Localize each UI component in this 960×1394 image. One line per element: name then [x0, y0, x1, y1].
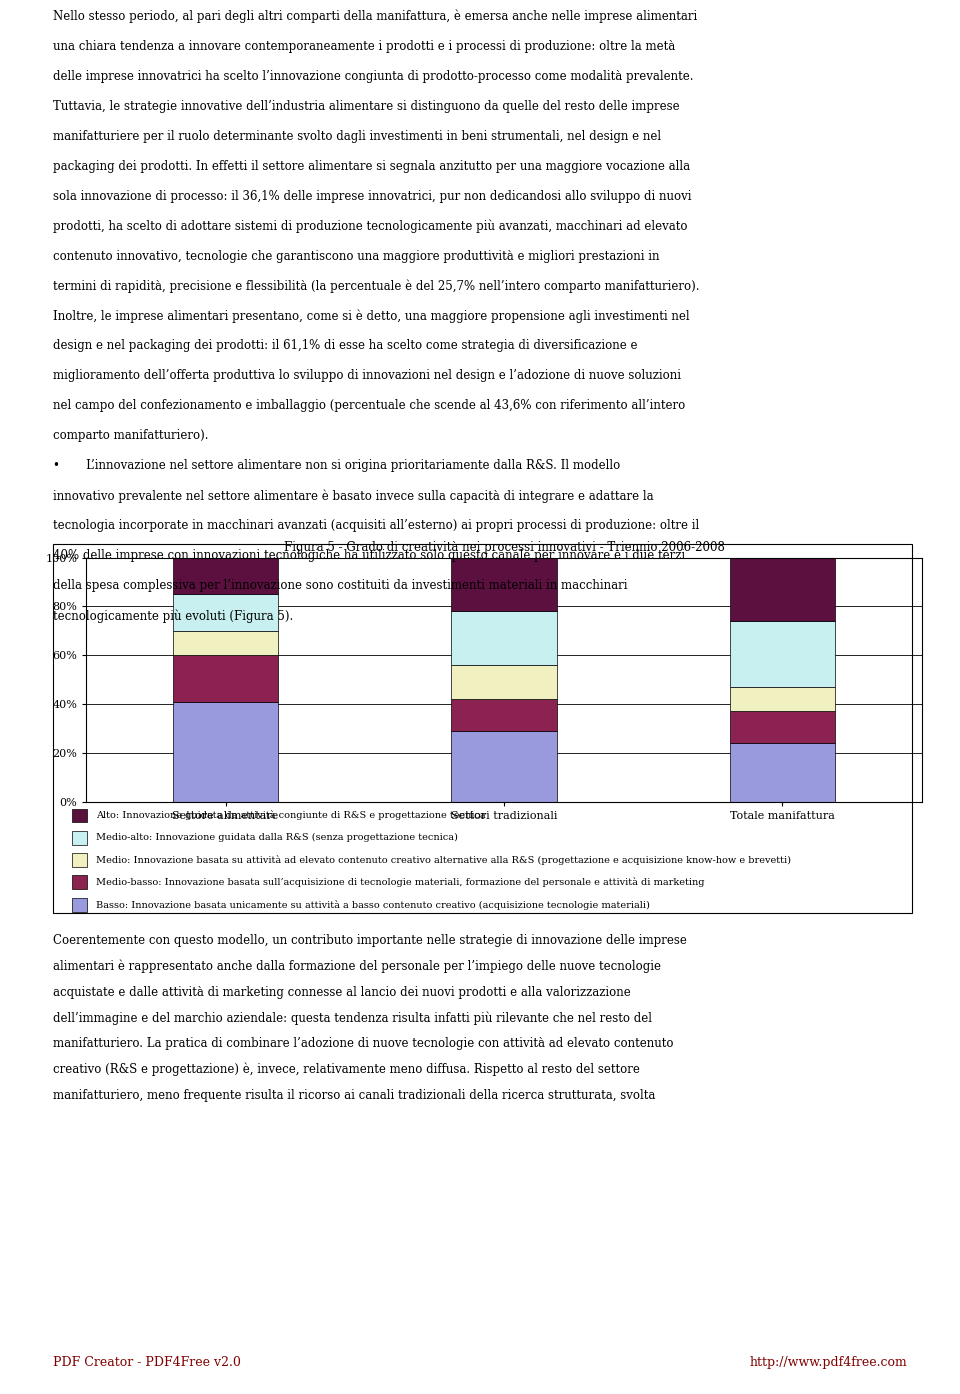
- Text: Inoltre, le imprese alimentari presentano, come si è detto, una maggiore propens: Inoltre, le imprese alimentari presentan…: [53, 309, 689, 323]
- Text: comparto manifatturiero).: comparto manifatturiero).: [53, 429, 208, 442]
- Text: sola innovazione di processo: il 36,1% delle imprese innovatrici, pur non dedica: sola innovazione di processo: il 36,1% d…: [53, 190, 691, 202]
- Text: tecnologia incorporate in macchinari avanzati (acquisiti all’esterno) ai propri : tecnologia incorporate in macchinari ava…: [53, 520, 699, 533]
- Bar: [451, 700, 557, 730]
- Bar: [730, 687, 835, 711]
- Text: Coerentemente con questo modello, un contributo importante nelle strategie di in: Coerentemente con questo modello, un con…: [53, 934, 686, 947]
- Text: Medio: Innovazione basata su attività ad elevato contenuto creativo alternative : Medio: Innovazione basata su attività ad…: [96, 855, 791, 866]
- Bar: [451, 665, 557, 700]
- Text: http://www.pdf4free.com: http://www.pdf4free.com: [750, 1356, 907, 1369]
- Bar: [173, 558, 278, 594]
- Bar: [173, 655, 278, 701]
- Text: contenuto innovativo, tecnologie che garantiscono una maggiore produttività e mi: contenuto innovativo, tecnologie che gar…: [53, 250, 660, 262]
- Text: miglioramento dell’offerta produttiva lo sviluppo di innovazioni nel design e l’: miglioramento dell’offerta produttiva lo…: [53, 369, 681, 382]
- Bar: [173, 594, 278, 630]
- Text: prodotti, ha scelto di adottare sistemi di produzione tecnologicamente più avanz: prodotti, ha scelto di adottare sistemi …: [53, 219, 687, 233]
- Bar: [730, 558, 835, 622]
- Text: manifatturiero, meno frequente risulta il ricorso ai canali tradizionali della r: manifatturiero, meno frequente risulta i…: [53, 1089, 655, 1101]
- Text: manifatturiere per il ruolo determinante svolto dagli investimenti in beni strum: manifatturiere per il ruolo determinante…: [53, 130, 660, 142]
- Text: Tuttavia, le strategie innovative dell’industria alimentare si distinguono da qu: Tuttavia, le strategie innovative dell’i…: [53, 100, 680, 113]
- Text: creativo (R&S e progettazione) è, invece, relativamente meno diffusa. Rispetto a: creativo (R&S e progettazione) è, invece…: [53, 1062, 639, 1076]
- Text: Alto: Innovazione guidata da attività congiunte di R&S e progettazione tecnica: Alto: Innovazione guidata da attività co…: [96, 810, 486, 821]
- Text: 40% delle imprese con innovazioni tecnologiche ha utilizzato solo questo canale : 40% delle imprese con innovazioni tecnol…: [53, 549, 684, 562]
- Bar: [730, 743, 835, 802]
- Bar: [730, 622, 835, 687]
- Bar: [451, 730, 557, 802]
- Text: tecnologicamente più evoluti (Figura 5).: tecnologicamente più evoluti (Figura 5).: [53, 609, 293, 623]
- Text: •       L’innovazione nel settore alimentare non si origina prioritariamente dal: • L’innovazione nel settore alimentare n…: [53, 459, 620, 473]
- Text: Nello stesso periodo, al pari degli altri comparti della manifattura, è emersa a: Nello stesso periodo, al pari degli altr…: [53, 10, 697, 24]
- Text: alimentari è rappresentato anche dalla formazione del personale per l’impiego de: alimentari è rappresentato anche dalla f…: [53, 959, 660, 973]
- Text: Basso: Innovazione basata unicamente su attività a basso contenuto creativo (acq: Basso: Innovazione basata unicamente su …: [96, 899, 650, 910]
- Text: dell’immagine e del marchio aziendale: questa tendenza risulta infatti più rilev: dell’immagine e del marchio aziendale: q…: [53, 1012, 652, 1025]
- Text: innovativo prevalente nel settore alimentare è basato invece sulla capacità di i: innovativo prevalente nel settore alimen…: [53, 489, 654, 503]
- Bar: [730, 711, 835, 743]
- Text: Medio-alto: Innovazione guidata dalla R&S (senza progettazione tecnica): Medio-alto: Innovazione guidata dalla R&…: [96, 834, 458, 842]
- Text: packaging dei prodotti. In effetti il settore alimentare si segnala anzitutto pe: packaging dei prodotti. In effetti il se…: [53, 160, 690, 173]
- Text: design e nel packaging dei prodotti: il 61,1% di esse ha scelto come strategia d: design e nel packaging dei prodotti: il …: [53, 340, 637, 353]
- Title: Figura 5 - Grado di creatività nei processi innovativi - Triennio 2006-2008: Figura 5 - Grado di creatività nei proce…: [283, 541, 725, 553]
- Text: acquistate e dalle attività di marketing connesse al lancio dei nuovi prodotti e: acquistate e dalle attività di marketing…: [53, 986, 631, 998]
- Text: nel campo del confezionamento e imballaggio (percentuale che scende al 43,6% con: nel campo del confezionamento e imballag…: [53, 399, 685, 413]
- Bar: [173, 630, 278, 655]
- Text: termini di rapidità, precisione e flessibilità (la percentuale è del 25,7% nell’: termini di rapidità, precisione e flessi…: [53, 279, 699, 293]
- Text: PDF Creator - PDF4Free v2.0: PDF Creator - PDF4Free v2.0: [53, 1356, 241, 1369]
- Text: una chiara tendenza a innovare contemporaneamente i prodotti e i processi di pro: una chiara tendenza a innovare contempor…: [53, 39, 675, 53]
- Text: Medio-basso: Innovazione basata sull’acquisizione di tecnologie materiali, forma: Medio-basso: Innovazione basata sull’acq…: [96, 877, 705, 888]
- Bar: [451, 558, 557, 611]
- Text: manifatturiero. La pratica di combinare l’adozione di nuove tecnologie con attiv: manifatturiero. La pratica di combinare …: [53, 1037, 673, 1050]
- Bar: [173, 701, 278, 802]
- Bar: [451, 611, 557, 665]
- Text: della spesa complessiva per l’innovazione sono costituiti da investimenti materi: della spesa complessiva per l’innovazion…: [53, 580, 627, 592]
- Text: delle imprese innovatrici ha scelto l’innovazione congiunta di prodotto-processo: delle imprese innovatrici ha scelto l’in…: [53, 70, 693, 82]
